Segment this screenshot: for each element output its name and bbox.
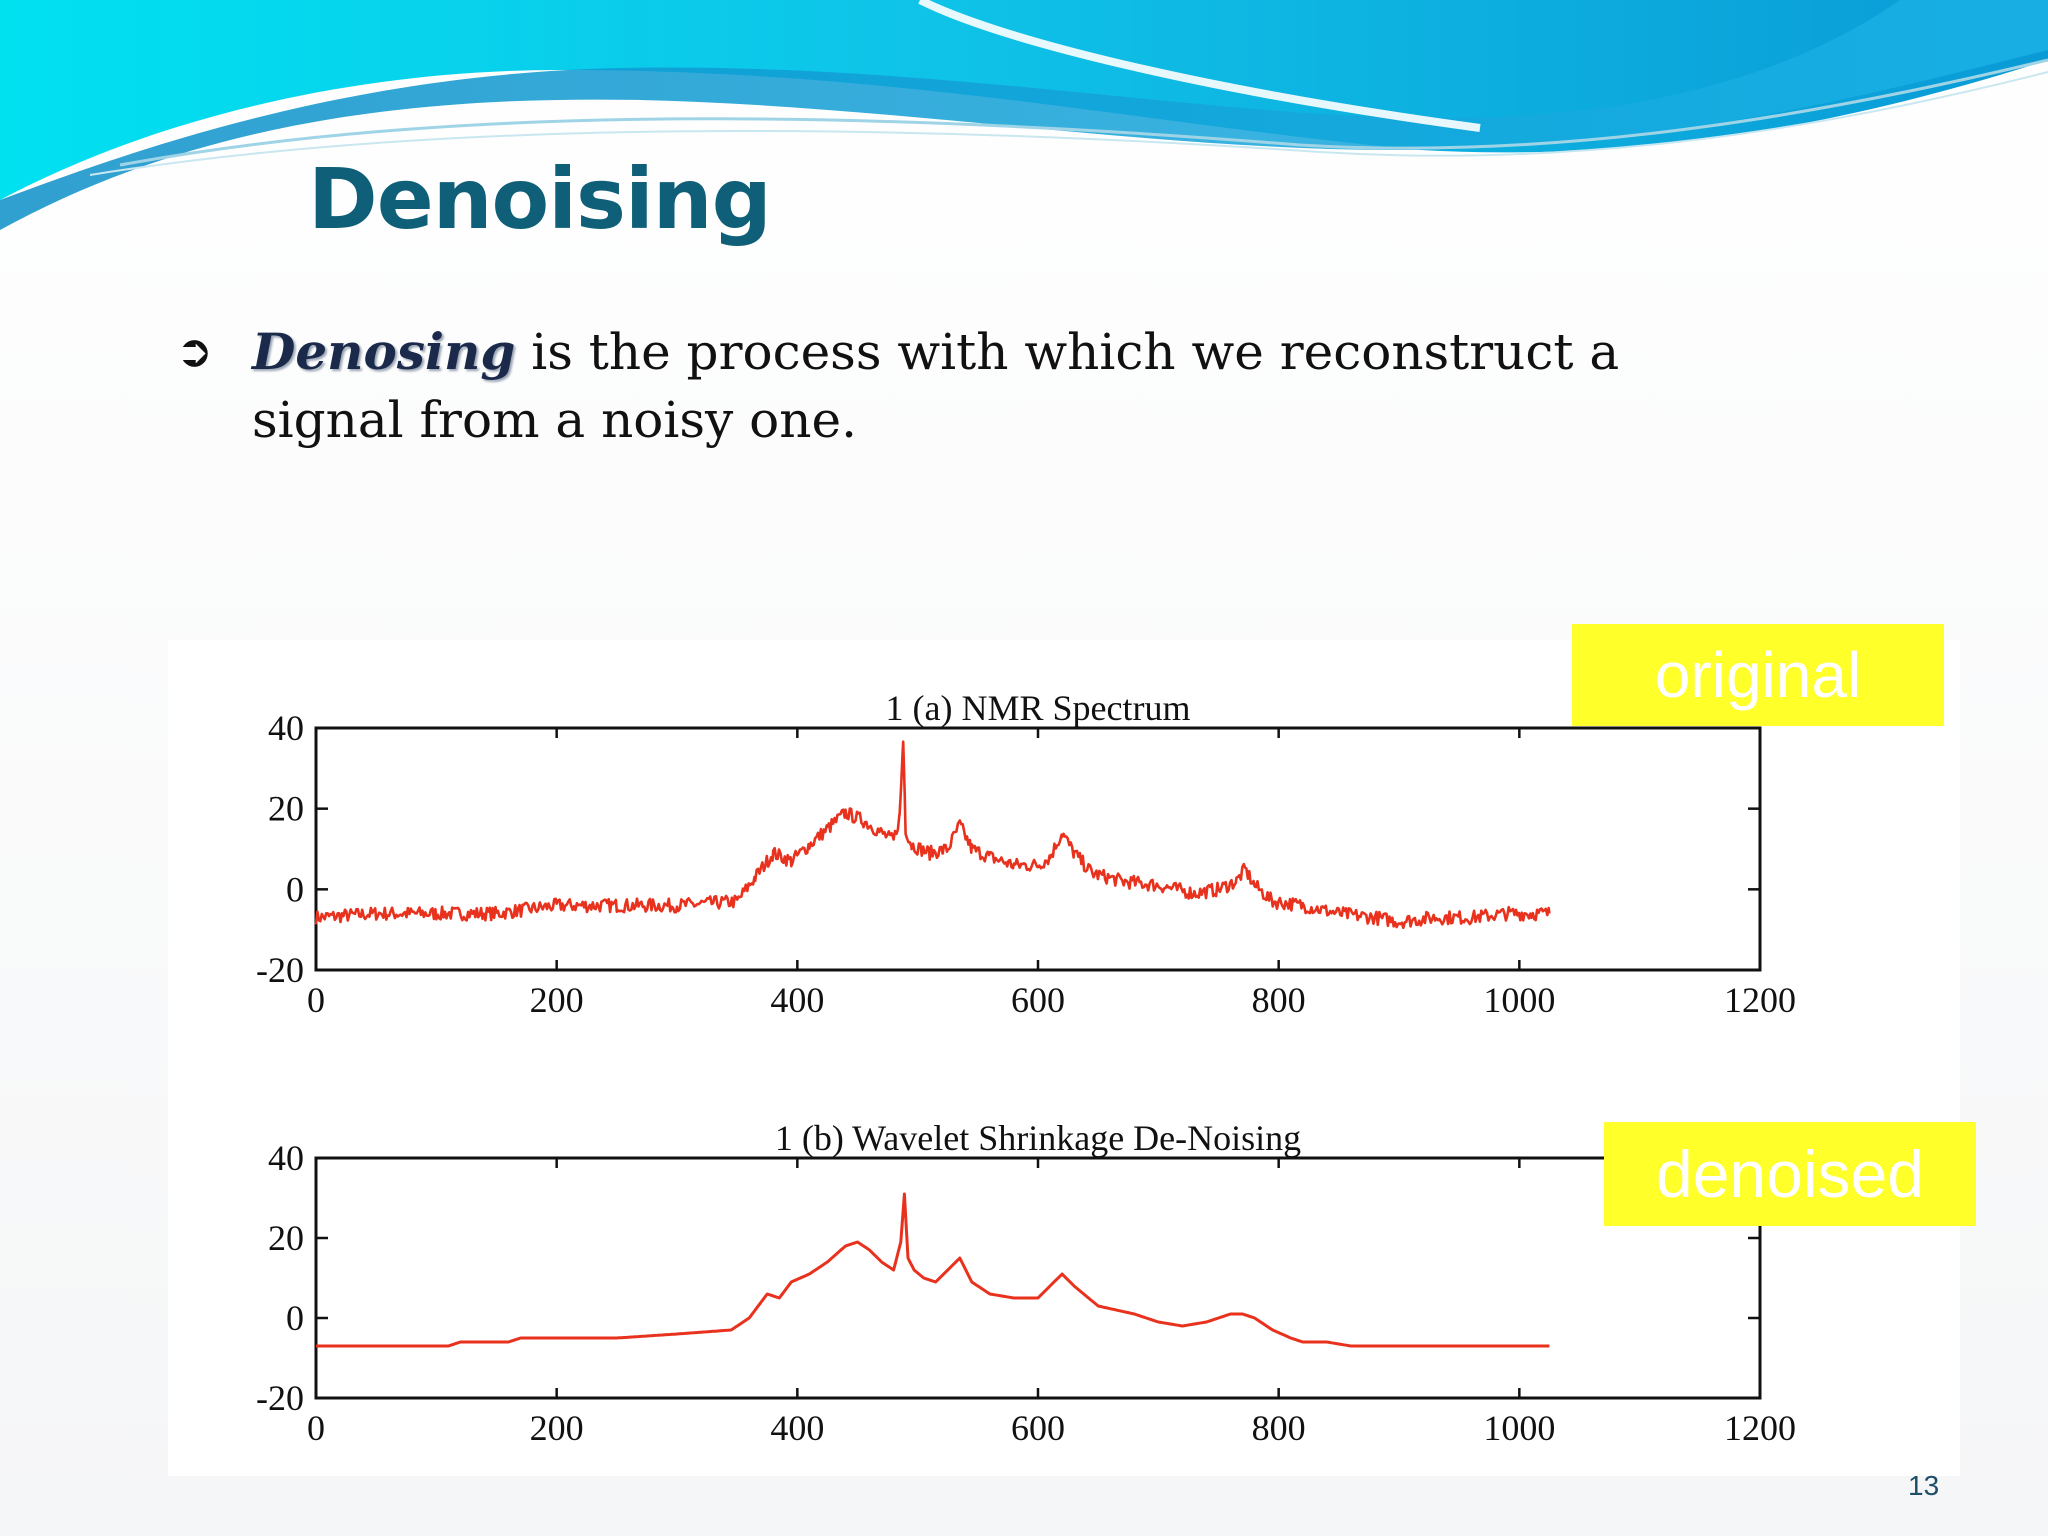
- y-tick-label: 20: [268, 1218, 304, 1258]
- y-tick-label: 20: [268, 789, 304, 829]
- y-tick-label: -20: [256, 950, 304, 990]
- x-tick-label: 0: [307, 1408, 325, 1448]
- y-tick-label: -20: [256, 1378, 304, 1418]
- plot-frame-1: [314, 1156, 1762, 1400]
- chart-title: 1 (a) NMR Spectrum: [886, 688, 1191, 728]
- arrow-bullet-icon: ➲: [176, 326, 213, 377]
- x-tick-label: 400: [770, 1408, 824, 1448]
- denoised-label: denoised: [1604, 1122, 1976, 1226]
- x-tick-label: 200: [530, 980, 584, 1020]
- bullet-point: ➲ Denosing is the process with which we …: [176, 318, 1736, 454]
- x-tick-label: 800: [1252, 980, 1306, 1020]
- original-label: original: [1572, 624, 1944, 726]
- x-tick-label: 1000: [1483, 980, 1555, 1020]
- bullet-rest: is the process with which we reconstruct…: [252, 323, 1620, 449]
- y-tick-label: 40: [268, 1138, 304, 1178]
- x-tick-label: 600: [1011, 980, 1065, 1020]
- bullet-text: Denosing is the process with which we re…: [252, 318, 1736, 454]
- y-tick-label: 0: [286, 1298, 304, 1338]
- y-tick-label: 40: [268, 708, 304, 748]
- series-line-1: [316, 1192, 1550, 1348]
- x-tick-label: 0: [307, 980, 325, 1020]
- bullet-term: Denosing: [252, 322, 516, 381]
- slide-title: Denoising: [308, 150, 772, 248]
- series-line-0: [314, 740, 1551, 930]
- chart-title: 1 (b) Wavelet Shrinkage De-Noising: [775, 1118, 1301, 1158]
- x-tick-label: 600: [1011, 1408, 1065, 1448]
- x-tick-label: 400: [770, 980, 824, 1020]
- x-tick-label: 200: [530, 1408, 584, 1448]
- x-tick-label: 1200: [1724, 1408, 1796, 1448]
- x-tick-label: 1000: [1483, 1408, 1555, 1448]
- plot-frame-0: [314, 726, 1762, 972]
- y-tick-label: 0: [286, 869, 304, 909]
- page-number: 13: [1908, 1470, 1940, 1501]
- x-tick-label: 800: [1252, 1408, 1306, 1448]
- top-wave-decoration: [0, 0, 2048, 230]
- x-tick-label: 1200: [1724, 980, 1796, 1020]
